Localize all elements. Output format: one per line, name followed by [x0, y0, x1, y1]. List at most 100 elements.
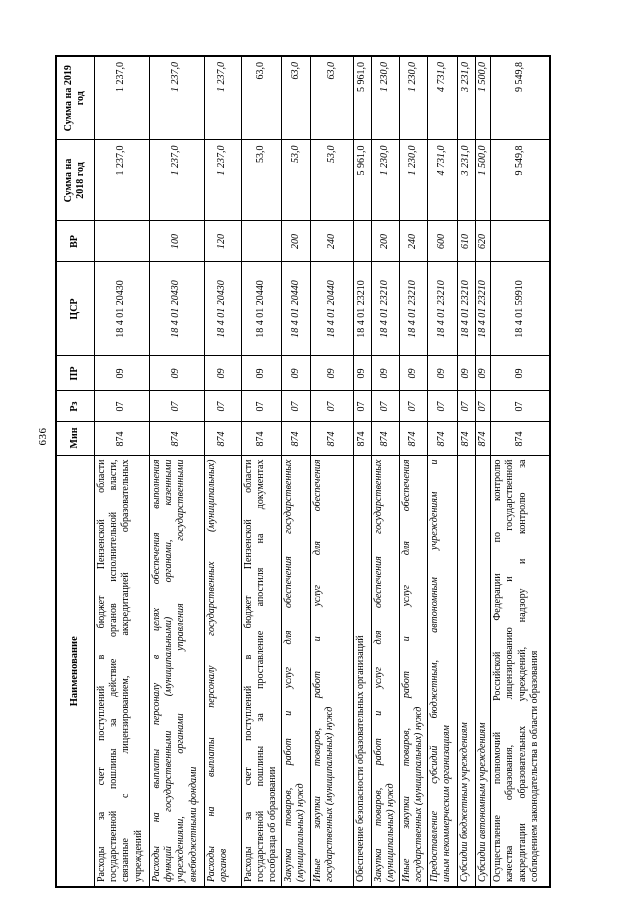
page-number: 636: [37, 427, 49, 446]
sum-2019-cell: 4 731,0: [427, 56, 458, 140]
table-row: Обеспечение безопасности образовательных…: [353, 56, 372, 887]
sum-2019-cell: 1 230,0: [399, 56, 428, 140]
table-row: Осуществление полномочий Российской Феде…: [490, 56, 551, 887]
csr-cell: 18 4 01 23210: [399, 262, 428, 356]
rz-cell: 07: [94, 391, 149, 422]
pr-cell: 09: [457, 356, 476, 391]
name-cell: Расходы на выплаты персоналу в целях обе…: [149, 456, 204, 887]
name-line: государственной пошлины за проставление …: [254, 459, 266, 883]
rz-cell: 07: [204, 391, 241, 422]
col-header-vr: ВР: [56, 221, 94, 262]
col-header-pr: ПР: [56, 356, 94, 391]
col-header-sum-2019: Сумма на 2019 год: [56, 56, 94, 140]
name-line: внебюджетными фондами: [187, 766, 199, 882]
rz-cell: 07: [353, 391, 372, 422]
sum-2018-cell: 3 231,0: [457, 140, 476, 221]
sum-2018-cell: 1 237,0: [204, 140, 241, 221]
name-line: Иные закупки товаров, работ и услуг для …: [311, 459, 323, 883]
min-cell: 874: [457, 422, 476, 456]
name-line: Закупка товаров, работ и услуг для обесп…: [372, 459, 384, 883]
sum-2019-cell: 1 237,0: [204, 56, 241, 140]
pr-cell: 09: [353, 356, 372, 391]
rz-cell: 07: [490, 391, 551, 422]
csr-cell: 18 4 01 23210: [475, 262, 491, 356]
sum-2019-cell: 1 237,0: [149, 56, 204, 140]
name-cell: Расходы за счет поступлений в бюджет Пен…: [241, 456, 282, 887]
sum-2018-cell: 5 961,0: [353, 140, 372, 221]
rz-cell: 07: [281, 391, 311, 422]
table-row: Расходы на выплаты персоналу в целях обе…: [149, 56, 204, 887]
min-cell: 874: [149, 422, 204, 456]
vr-cell: 200: [371, 221, 400, 262]
name-line: связанные с лицензированием, аккредитаци…: [120, 459, 132, 883]
vr-cell: [353, 221, 372, 262]
pr-cell: 09: [204, 356, 241, 391]
vr-cell: 600: [427, 221, 458, 262]
col-header-rz: Рз: [56, 391, 94, 422]
name-line: Обеспечение безопасности образовательных…: [354, 635, 366, 882]
name-line: качества образования, лицензированию и г…: [504, 459, 516, 883]
name-line: (муниципальных) нужд: [295, 783, 307, 882]
name-line: Субсидии бюджетным учреждениям: [458, 722, 470, 882]
name-line: Расходы за счет поступлений в бюджет Пен…: [242, 459, 254, 883]
table-row: Иные закупки товаров, работ и услуг для …: [399, 56, 428, 887]
pr-cell: 09: [427, 356, 458, 391]
rz-cell: 07: [475, 391, 491, 422]
min-cell: 874: [204, 422, 241, 456]
vr-cell: [241, 221, 282, 262]
rz-cell: 07: [241, 391, 282, 422]
sum-2018-cell: 9 549,8: [490, 140, 551, 221]
pr-cell: 09: [281, 356, 311, 391]
table-row: Иные закупки товаров, работ и услуг для …: [310, 56, 354, 887]
name-cell: Иные закупки товаров, работ и услуг для …: [399, 456, 428, 887]
vr-cell: [490, 221, 551, 262]
pr-cell: 09: [149, 356, 204, 391]
rz-cell: 07: [149, 391, 204, 422]
pr-cell: 09: [490, 356, 551, 391]
table-row: Расходы за счет поступлений в бюджет Пен…: [94, 56, 149, 887]
name-cell: Закупка товаров, работ и услуг для обесп…: [281, 456, 311, 887]
name-cell: Расходы на выплаты персоналу государстве…: [204, 456, 241, 887]
rz-cell: 07: [371, 391, 400, 422]
csr-cell: 18 4 01 20430: [149, 262, 204, 356]
sum-2019-cell: 9 549,8: [490, 56, 551, 140]
csr-cell: 18 4 01 20440: [310, 262, 354, 356]
vr-cell: 620: [475, 221, 491, 262]
min-cell: 874: [490, 422, 551, 456]
sum-2018-cell: 53,0: [310, 140, 354, 221]
name-line: иным некоммерческим организациям: [440, 725, 452, 882]
vr-cell: 610: [457, 221, 476, 262]
name-line: Расходы за счет поступлений в бюджет Пен…: [95, 459, 107, 883]
sum-2018-cell: 1 230,0: [399, 140, 428, 221]
csr-cell: 18 4 01 59910: [490, 262, 551, 356]
name-line: органов: [217, 848, 229, 882]
header-row: Наименование Мин Рз ПР ЦСР ВР Сумма на 2…: [56, 56, 94, 887]
sum-2019-cell: 63,0: [310, 56, 354, 140]
table-row: Закупка товаров, работ и услуг для обесп…: [371, 56, 400, 887]
table-row: Закупка товаров, работ и услуг для обесп…: [281, 56, 311, 887]
table-row: Субсидии автономным учреждениям 874 07 09 18…: [475, 56, 491, 887]
pr-cell: 09: [399, 356, 428, 391]
rotated-content: 636 Наименование Мин Рз ПР ЦСР ВР Сумма …: [37, 55, 552, 888]
pr-cell: 09: [310, 356, 354, 391]
csr-cell: 18 4 01 20440: [281, 262, 311, 356]
min-cell: 874: [310, 422, 354, 456]
col-header-sum-2018: Сумма на 2018 год: [56, 140, 94, 221]
csr-cell: 18 4 01 23210: [353, 262, 372, 356]
sum-2018-cell: 1 230,0: [371, 140, 400, 221]
csr-cell: 18 4 01 23210: [457, 262, 476, 356]
name-line: учреждениями, органами управления госуда…: [175, 459, 187, 883]
name-line: государственных (муниципальных) нужд: [412, 706, 424, 882]
rz-cell: 07: [427, 391, 458, 422]
name-cell: Предоставление субсидий бюджетным, автон…: [427, 456, 458, 887]
name-line: государственной пошлины за действие орга…: [107, 459, 119, 883]
name-line: Субсидии автономным учреждениям: [476, 722, 488, 882]
vr-cell: 240: [399, 221, 428, 262]
name-line: государственных (муниципальных) нужд: [324, 706, 336, 882]
name-cell: Субсидии бюджетным учреждениям: [457, 456, 476, 887]
col-header-name: Наименование: [56, 456, 94, 887]
table-row: Субсидии бюджетным учреждениям 874 07 09 18 …: [457, 56, 476, 887]
name-cell: Субсидии автономным учреждениям: [475, 456, 491, 887]
pr-cell: 09: [241, 356, 282, 391]
col-header-min: Мин: [56, 422, 94, 456]
